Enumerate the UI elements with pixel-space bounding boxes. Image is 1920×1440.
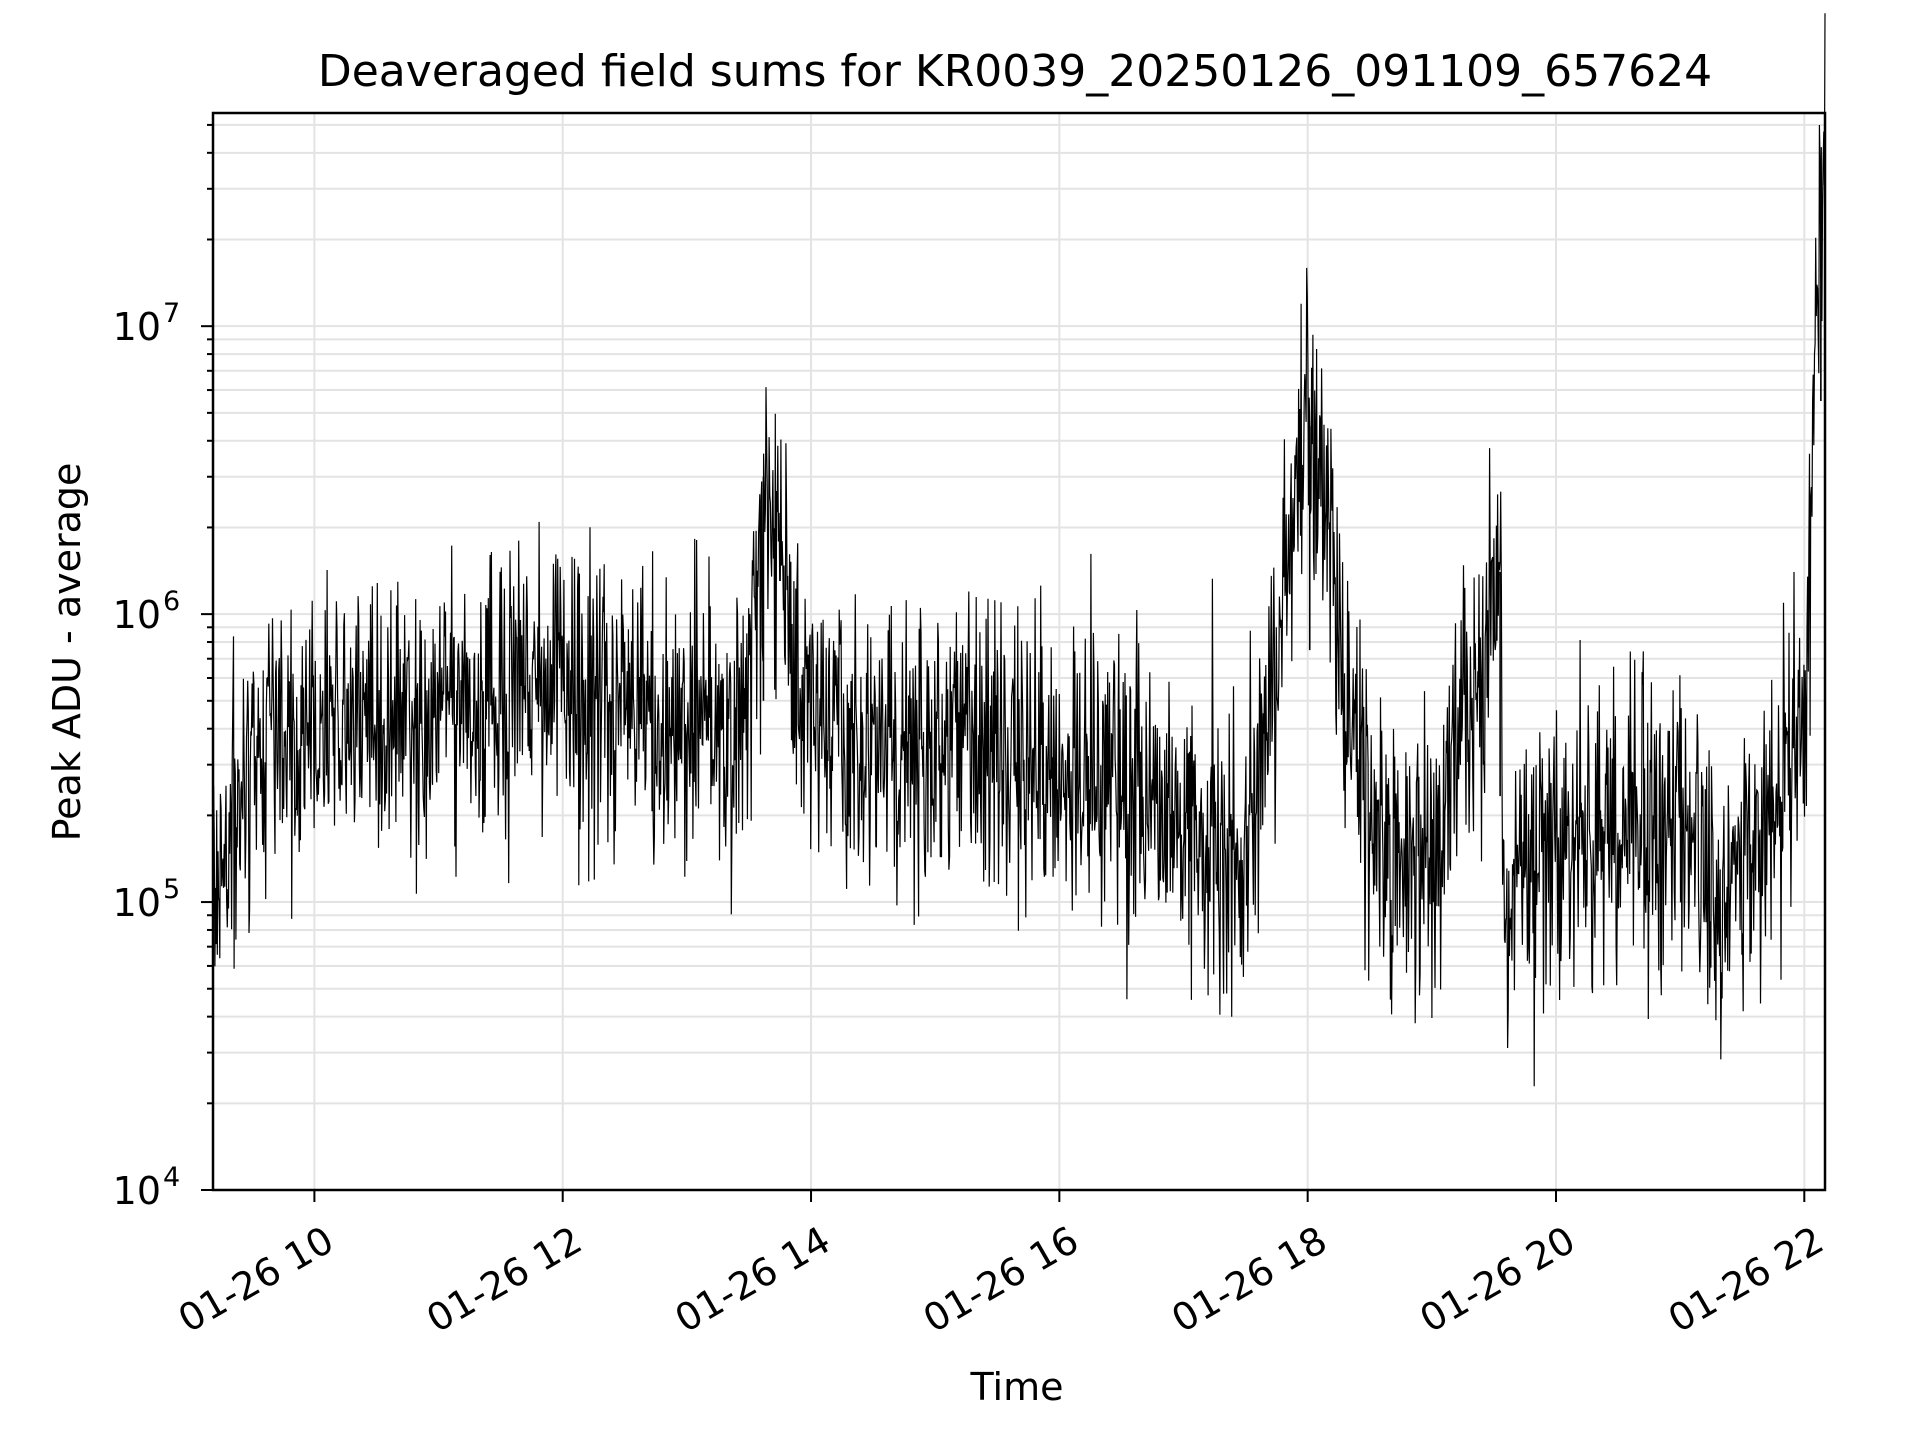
grid: [213, 113, 1825, 1191]
x-tick-label: 01-26 14: [668, 1218, 838, 1342]
y-tick-exponent: 5: [163, 874, 180, 905]
x-tick-label: 01-26 16: [916, 1218, 1086, 1342]
y-tick-label: 10: [113, 593, 161, 637]
y-tick-exponent: 6: [163, 586, 180, 617]
x-tick-label: 01-26 18: [1164, 1218, 1334, 1342]
x-tick-label: 01-26 22: [1661, 1218, 1831, 1342]
y-tick-label: 10: [113, 305, 161, 349]
plot-frame: [211, 111, 1827, 1192]
y-tick-label: 10: [113, 881, 161, 925]
y-axis-label: Peak ADU - average: [45, 463, 89, 842]
x-axis: 01-26 10 01-26 12 01-26 14 01-26 16 01-26 18…: [171, 1190, 1831, 1341]
x-axis-label: Time: [970, 1365, 1064, 1409]
y-tick-label: 10: [113, 1169, 161, 1213]
series-line: [212, 13, 1826, 1087]
series-layer: [212, 13, 1826, 1087]
y-tick-exponent: 7: [163, 298, 180, 329]
chart-title: Deaveraged field sums for KR0039_2025012…: [318, 46, 1712, 97]
x-tick-label: 01-26 12: [419, 1218, 589, 1342]
x-tick-label: 01-26 20: [1413, 1218, 1583, 1342]
y-tick-exponent: 4: [163, 1162, 180, 1193]
x-tick-label: 01-26 10: [171, 1218, 341, 1342]
